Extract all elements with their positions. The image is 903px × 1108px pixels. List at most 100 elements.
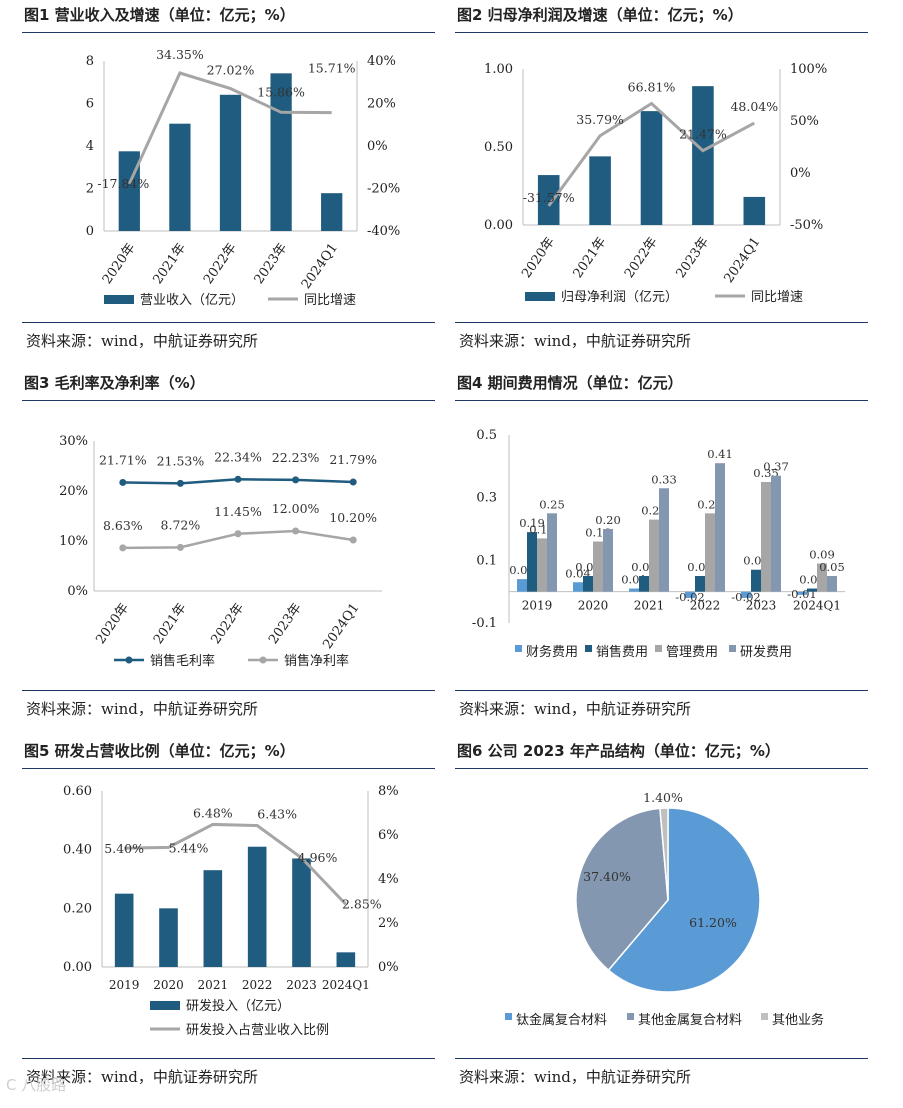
y-tick-label: 6% <box>378 828 399 843</box>
title-rule <box>22 32 435 33</box>
x-tick-label: 2024Q1 <box>322 978 370 992</box>
x-tick-label: 2020年 <box>93 601 132 647</box>
data-label: 22.23% <box>272 450 320 465</box>
data-label: -17.84% <box>97 176 149 191</box>
x-tick-label: 2020年 <box>100 241 139 287</box>
title-rule <box>455 32 868 33</box>
series-point <box>349 536 357 544</box>
data-label: 61.20% <box>689 915 737 930</box>
source-note: 资料来源：wind，中航证券研究所 <box>459 332 691 350</box>
x-tick-label: 2024Q1 <box>721 235 763 286</box>
growth-line <box>127 71 332 185</box>
expenses-chart: -0.10.10.30.50.04 0.04 0.01-0.02 -0.02 -0.01… <box>472 428 845 660</box>
x-tick-label: 2023年 <box>252 241 291 287</box>
data-label: 5.44% <box>169 840 209 855</box>
y-tick-label: 50% <box>790 114 819 129</box>
panel-net-profit: 图2 归母净利润及增速（单位：亿元；%） 0.00 0.50 1.00 -50% 0% 5… <box>455 0 870 372</box>
bar <box>741 591 751 598</box>
x-tick-label: 2023年 <box>266 601 305 647</box>
bar <box>292 858 311 967</box>
bar <box>705 513 715 592</box>
source-rule <box>22 1058 435 1059</box>
legend-label: 钛金属复合材料 <box>516 1012 607 1028</box>
y-tick-label: -0.1 <box>472 616 497 631</box>
legend-label: 销售净利率 <box>284 653 349 669</box>
series-point <box>119 478 127 486</box>
data-label: 11.45% <box>214 504 262 519</box>
y-tick-label: 2 <box>86 182 94 197</box>
data-label: 21.71% <box>99 452 147 467</box>
series-point <box>119 544 127 552</box>
watermark-logo: C 八股路 <box>6 1076 67 1094</box>
bar <box>639 576 649 592</box>
bar <box>203 870 223 967</box>
panel-revenue: 图1 营业收入及增速（单位：亿元；%） 0 2 4 6 8 -40% -20% 0% 20% 40… <box>22 0 437 372</box>
legend-label: 同比增速 <box>751 290 803 305</box>
series-point <box>234 475 242 483</box>
series-point <box>349 478 357 486</box>
y-tick-label: 0.60 <box>63 784 92 799</box>
y-tick-label: 0.20 <box>63 901 92 916</box>
bar <box>603 529 613 592</box>
bar <box>649 519 659 592</box>
y-tick-label: 0.00 <box>63 960 92 975</box>
legend-label: 研发费用 <box>740 644 792 660</box>
growth-line <box>547 101 756 207</box>
bar <box>751 569 761 592</box>
panel-margins: 图3 毛利率及净利率（%） 0% 10% 20% 30% 21.71% 21.53% 22.… <box>22 368 437 740</box>
data-label: 0.25 <box>539 497 565 511</box>
y-tick-label: 2% <box>378 916 399 931</box>
source-rule <box>22 322 435 323</box>
legend-swatch <box>104 295 134 304</box>
x-tick-label: 2020 <box>153 978 184 992</box>
growth-line <box>124 822 347 906</box>
data-label: 0.19 <box>519 516 545 530</box>
series-point <box>292 476 300 484</box>
bar <box>761 482 771 592</box>
x-tick-label: 2022 <box>690 599 721 613</box>
series-point <box>176 543 184 551</box>
x-tick-label: 2020年 <box>519 235 558 281</box>
data-label: 1.40% <box>643 790 683 805</box>
data-label: 21.53% <box>157 453 205 468</box>
data-label: 48.04% <box>730 99 778 114</box>
bar <box>685 591 695 598</box>
data-label: 21.79% <box>329 452 377 467</box>
chart-title: 图2 归母净利润及增速（单位：亿元；%） <box>457 6 743 24</box>
data-label: 0.41 <box>707 447 733 461</box>
y-tick-label: 0.3 <box>476 491 497 506</box>
bar <box>743 196 766 225</box>
source-note: 资料来源：wind，中航证券研究所 <box>459 1068 691 1086</box>
legend-label: 归母净利润（亿元） <box>561 290 678 305</box>
x-tick-label: 2024Q1 <box>793 599 841 613</box>
pie-slice <box>659 807 669 901</box>
y-tick-label: 0.5 <box>476 428 497 443</box>
y-tick-label: 8 <box>86 54 94 69</box>
bar <box>336 952 356 967</box>
x-tick-label: 2021年 <box>151 601 190 647</box>
data-label: 37.40% <box>583 869 631 884</box>
legend-label: 同比增速 <box>304 293 356 308</box>
bar <box>114 893 134 967</box>
bar <box>169 123 191 231</box>
data-label: 12.00% <box>272 501 320 516</box>
bar <box>659 488 669 592</box>
x-tick-label: 2022年 <box>209 601 248 647</box>
panel-product-structure: 图6 公司 2023 年产品结构（单位：亿元；%） 61.20% 37.40% 1.… <box>455 736 870 1108</box>
title-rule <box>455 400 868 401</box>
y-tick-label: 20% <box>367 97 396 112</box>
rd-ratio-chart: 0.00 0.20 0.40 0.60 0% 2% 4% 6% 8% 5.40% 5.44% 6.48… <box>63 784 399 1038</box>
bar <box>537 538 547 592</box>
legend-label: 销售毛利率 <box>150 653 215 669</box>
product-pie-chart: 61.20% 37.40% 1.40% 钛金属复合材料 其他金属复合材料 其他业务 <box>505 790 824 1028</box>
title-rule <box>455 768 868 769</box>
y-tick-label: 100% <box>790 62 827 77</box>
x-tick-label: 2021年 <box>571 235 610 281</box>
panel-rd-ratio: 图5 研发占营收比例（单位：亿元；%） 0.00 0.20 0.40 0.60 0% 2%… <box>22 736 437 1108</box>
source-note: 资料来源：wind，中航证券研究所 <box>26 700 258 718</box>
legend-label: 财务费用 <box>526 644 578 660</box>
panel-expenses: 图4 期间费用情况（单位：亿元） -0.1 0.1 0.3 0.5 0.04 0.04 0.… <box>455 368 870 740</box>
y-tick-label: 0.00 <box>484 218 513 233</box>
x-tick-label: 2024Q1 <box>299 241 341 292</box>
x-tick-label: 2023 <box>286 978 317 992</box>
